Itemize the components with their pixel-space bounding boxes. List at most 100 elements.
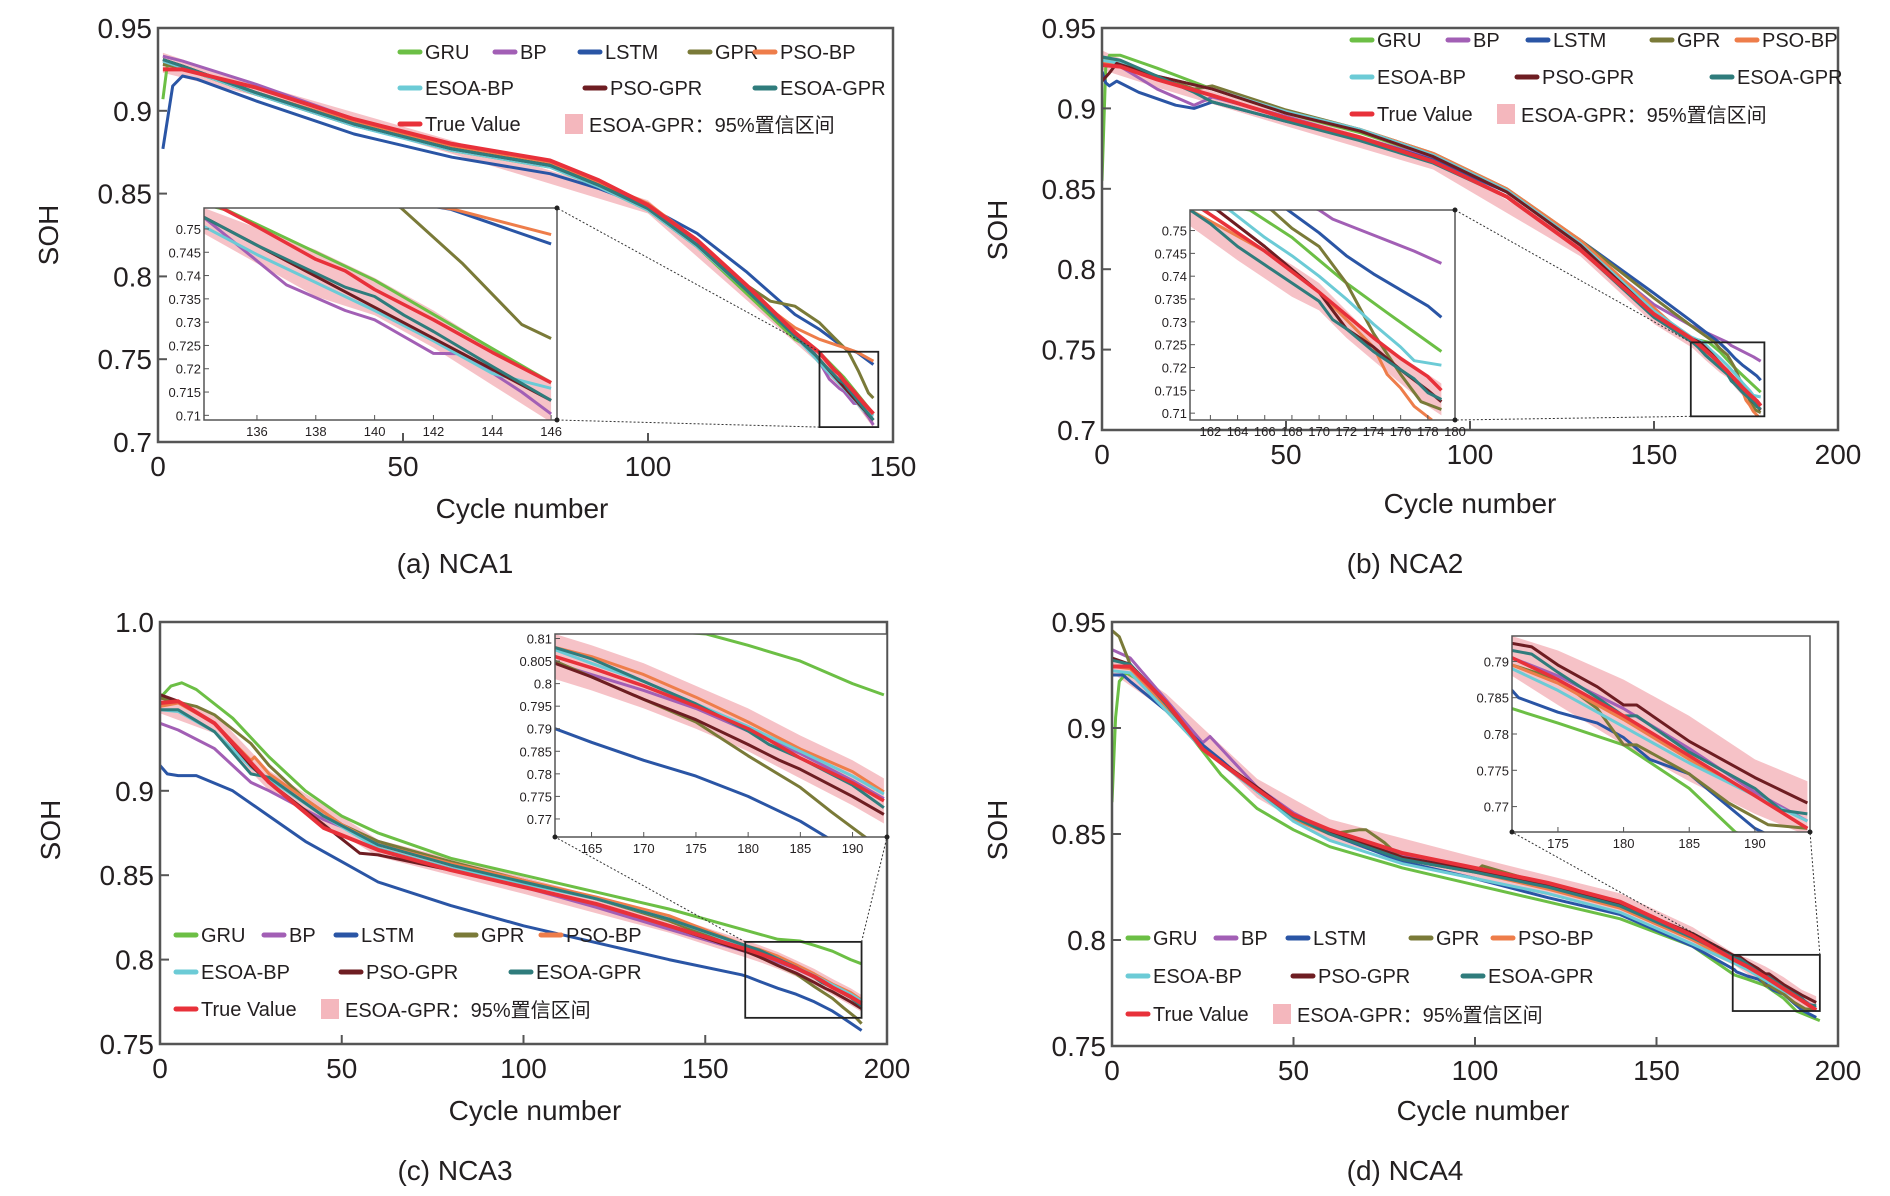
inset-x-tick-label: 190 [842, 841, 864, 856]
legend-item-gpr: GPR [453, 925, 524, 947]
legend-label: True Value [201, 999, 297, 1021]
inset-y-tick-label: 0.77 [1484, 800, 1509, 815]
legend-label: ESOA-BP [425, 78, 514, 100]
legend-label: GRU [1377, 30, 1421, 52]
legend-label: BP [1241, 928, 1268, 950]
legend-item-confidence-band: ESOA-GPR：95%置信区间 [321, 999, 591, 1022]
x-tick-label: 100 [625, 451, 672, 482]
inset-y-tick-label: 0.78 [527, 767, 552, 782]
legend-item-esoa-bp: ESOA-BP [1125, 966, 1242, 988]
inset-y-tick-label: 0.8 [534, 677, 552, 692]
series-line-true [1112, 664, 1818, 1012]
inset-frame [203, 207, 558, 421]
legend-label: BP [1473, 30, 1500, 52]
y-tick-label: 0.85 [1042, 174, 1097, 205]
zoom-connector-line [1454, 209, 1692, 343]
legend-label: LSTM [1313, 928, 1366, 950]
inset-y-tick-label: 0.715 [1154, 383, 1187, 398]
legend-label: ESOA-BP [201, 962, 290, 984]
inset-x-tick-label: 175 [1547, 836, 1569, 851]
zoom-connector-line [556, 419, 820, 428]
y-tick-label: 0.85 [1052, 819, 1107, 850]
legend-item-confidence-band: ESOA-GPR：95%置信区间 [1273, 1004, 1543, 1027]
series-layer [161, 54, 875, 426]
inset-x-tick-label: 185 [1678, 836, 1700, 851]
legend-item-bp: BP [492, 42, 547, 64]
legend-label: ESOA-GPR：95%置信区间 [345, 999, 591, 1022]
y-tick-label: 0.75 [1052, 1031, 1107, 1062]
legend: GRU BP LSTM GPR PSO-BP ESOA-BP PSO-GPR ESOA-GPR… [397, 42, 886, 137]
panel-caption: (b) NCA2 [1347, 548, 1464, 579]
legend-item-gru: GRU [397, 42, 469, 64]
inset-series-line-pso-bp [1512, 663, 1809, 830]
zoom-connector-line [556, 207, 820, 353]
legend-item-gru: GRU [173, 925, 245, 947]
inset-series-line-pso-gpr [555, 661, 885, 816]
inset-series-line-bp [1512, 656, 1809, 823]
panel-nca4: 0 50 100 150 200 0.75 0.8 0.85 0.9 0.95 175 180 185… [982, 607, 1861, 1186]
y-tick-label: 0.9 [113, 96, 152, 127]
legend-label: GPR [1436, 928, 1479, 950]
inset-x-tick-label: 168 [1281, 424, 1303, 439]
inset-series-line-gru [685, 634, 885, 697]
y-tick-label: 0.8 [1067, 925, 1106, 956]
inset-layer: 165 170 175 180 185 190 0.77 0.775 0.78 0.785 0.79… [519, 632, 890, 1019]
legend-item-esoa-bp: ESOA-BP [397, 78, 514, 100]
inset-x-tick-label: 175 [685, 841, 707, 856]
legend-label: PSO-BP [566, 925, 642, 947]
inset-series-line-bp [204, 215, 552, 416]
legend-label: PSO-GPR [610, 78, 702, 100]
inset-y-tick-label: 0.725 [1154, 338, 1187, 353]
legend-item-true: True Value [1125, 1004, 1249, 1026]
series-line-gru [160, 681, 863, 966]
panel-caption: (a) NCA1 [397, 548, 514, 579]
inset-y-tick-label: 0.735 [168, 292, 201, 307]
legend-item-esoa-gpr: ESOA-GPR [752, 78, 886, 100]
y-axis-title: SOH [982, 200, 1013, 261]
x-tick-label: 200 [1815, 439, 1862, 470]
legend-item-pso-gpr: PSO-GPR [1290, 966, 1410, 988]
y-tick-label: 0.85 [98, 179, 153, 210]
legend-item-true: True Value [173, 999, 297, 1021]
inset-series-line-esoa-gpr [1190, 210, 1443, 401]
legend-label: PSO-BP [1762, 30, 1838, 52]
inset-plot-area [204, 208, 552, 420]
y-tick-label: 0.7 [113, 427, 152, 458]
legend-item-bp: BP [261, 925, 316, 947]
inset-series-line-gpr [555, 659, 868, 837]
y-tick-label: 0.75 [98, 344, 153, 375]
legend-item-pso-bp: PSO-BP [1734, 30, 1838, 52]
legend-label: ESOA-GPR [1488, 966, 1594, 988]
legend-item-lstm: LSTM [333, 925, 414, 947]
legend-label: ESOA-GPR：95%置信区间 [1521, 104, 1767, 127]
x-tick-label: 150 [870, 451, 917, 482]
inset-series-line-esoa-bp [1512, 667, 1809, 823]
inset-x-tick-label: 180 [1613, 836, 1635, 851]
inset-series-line-lstm [555, 727, 830, 837]
inset-x-tick-label: 185 [789, 841, 811, 856]
legend-label: PSO-GPR [366, 962, 458, 984]
inset-x-tick-label: 164 [1227, 424, 1249, 439]
inset-x-tick-label: 162 [1200, 424, 1222, 439]
inset-y-tick-label: 0.74 [176, 269, 201, 284]
legend-label: ESOA-BP [1377, 67, 1466, 89]
legend-item-pso-bp: PSO-BP [1490, 928, 1594, 950]
inset-y-tick-label: 0.71 [176, 408, 201, 423]
x-tick-label: 50 [1270, 439, 1301, 470]
confidence-band [1102, 50, 1761, 415]
inset-confidence-band [555, 634, 884, 824]
series-line-true [162, 67, 875, 416]
inset-y-tick-label: 0.785 [519, 744, 552, 759]
connector-arrowhead [552, 834, 558, 840]
inset-x-tick-label: 180 [737, 841, 759, 856]
y-tick-label: 0.95 [98, 13, 153, 44]
inset-y-tick-label: 0.79 [527, 722, 552, 737]
y-tick-label: 0.9 [115, 776, 154, 807]
inset-y-tick-label: 0.735 [1154, 292, 1187, 307]
legend-item-pso-gpr: PSO-GPR [1514, 67, 1634, 89]
inset-series-line-pso-bp [555, 645, 885, 794]
zoom-region-box [1689, 341, 1766, 418]
y-tick-label: 0.75 [1042, 335, 1097, 366]
legend-label: ESOA-GPR：95%置信区间 [1297, 1004, 1543, 1027]
